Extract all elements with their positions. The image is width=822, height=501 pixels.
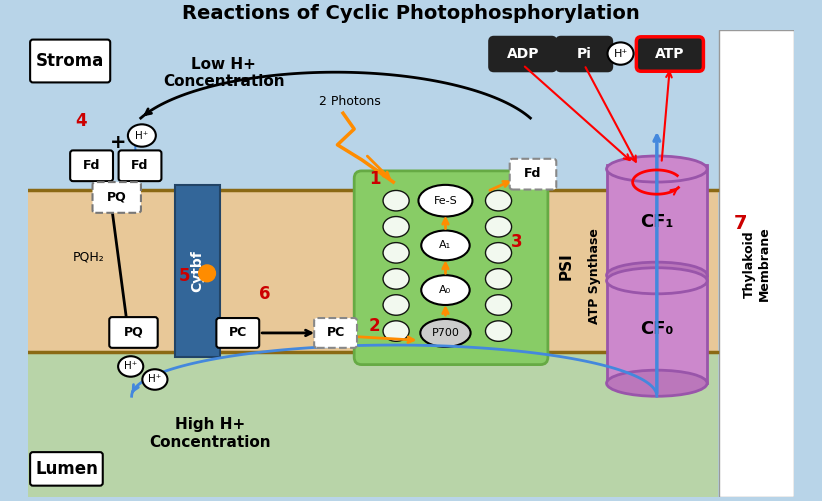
Text: 3: 3 bbox=[510, 233, 522, 252]
Text: A₀: A₀ bbox=[440, 285, 451, 295]
Text: Fd: Fd bbox=[524, 167, 542, 180]
Text: Low H+
Concentration: Low H+ Concentration bbox=[163, 57, 284, 89]
Bar bbox=[607, 165, 707, 275]
Ellipse shape bbox=[118, 356, 143, 377]
Ellipse shape bbox=[383, 216, 409, 237]
Text: 4: 4 bbox=[75, 112, 86, 130]
Text: PQ: PQ bbox=[123, 326, 143, 339]
Ellipse shape bbox=[383, 242, 409, 263]
Ellipse shape bbox=[142, 369, 168, 390]
Ellipse shape bbox=[607, 262, 707, 288]
FancyBboxPatch shape bbox=[93, 182, 141, 213]
Text: ATP Synthase: ATP Synthase bbox=[588, 228, 601, 324]
Bar bbox=[719, 30, 794, 497]
Ellipse shape bbox=[486, 190, 511, 211]
Ellipse shape bbox=[486, 269, 511, 289]
Text: Thylakoid
Membrane: Thylakoid Membrane bbox=[742, 226, 770, 302]
Ellipse shape bbox=[486, 321, 511, 341]
Ellipse shape bbox=[486, 216, 511, 237]
Text: H⁺: H⁺ bbox=[136, 130, 149, 140]
Bar bbox=[28, 353, 718, 497]
Ellipse shape bbox=[607, 370, 707, 396]
Text: Fe-S: Fe-S bbox=[433, 196, 457, 206]
Ellipse shape bbox=[486, 295, 511, 315]
Ellipse shape bbox=[607, 43, 634, 65]
FancyBboxPatch shape bbox=[118, 150, 161, 181]
Text: PSI: PSI bbox=[559, 252, 574, 280]
Text: H⁺: H⁺ bbox=[124, 361, 137, 371]
FancyBboxPatch shape bbox=[556, 37, 612, 71]
Bar bbox=[175, 185, 220, 357]
Ellipse shape bbox=[420, 319, 471, 347]
Text: PC: PC bbox=[326, 327, 344, 340]
Text: Pi: Pi bbox=[577, 47, 592, 61]
FancyBboxPatch shape bbox=[216, 318, 259, 348]
Text: Fd: Fd bbox=[132, 159, 149, 172]
Text: PC: PC bbox=[229, 327, 247, 340]
Text: PQ: PQ bbox=[107, 190, 127, 203]
Text: 5: 5 bbox=[179, 267, 191, 285]
FancyBboxPatch shape bbox=[489, 37, 556, 71]
Text: 7: 7 bbox=[734, 213, 748, 232]
Text: 1: 1 bbox=[369, 170, 381, 188]
Text: 2: 2 bbox=[369, 317, 381, 335]
FancyBboxPatch shape bbox=[314, 318, 357, 348]
Text: ATP: ATP bbox=[655, 47, 685, 61]
Ellipse shape bbox=[421, 275, 469, 305]
Text: 2 Photons: 2 Photons bbox=[319, 95, 381, 108]
Ellipse shape bbox=[607, 156, 707, 182]
FancyBboxPatch shape bbox=[109, 317, 158, 348]
Text: H⁺: H⁺ bbox=[148, 374, 162, 384]
Text: CF₀: CF₀ bbox=[640, 320, 673, 338]
Ellipse shape bbox=[128, 124, 156, 147]
Ellipse shape bbox=[607, 268, 707, 294]
Ellipse shape bbox=[486, 242, 511, 263]
Ellipse shape bbox=[383, 321, 409, 341]
FancyBboxPatch shape bbox=[354, 171, 548, 365]
FancyBboxPatch shape bbox=[30, 452, 103, 485]
Text: H⁺: H⁺ bbox=[613, 49, 628, 59]
FancyBboxPatch shape bbox=[510, 159, 556, 189]
Ellipse shape bbox=[199, 265, 215, 282]
Title: Reactions of Cyclic Photophosphorylation: Reactions of Cyclic Photophosphorylation bbox=[182, 4, 640, 23]
Text: Fd: Fd bbox=[83, 159, 100, 172]
Text: CF₁: CF₁ bbox=[640, 213, 673, 231]
Text: ADP: ADP bbox=[506, 47, 539, 61]
Ellipse shape bbox=[383, 269, 409, 289]
FancyBboxPatch shape bbox=[70, 150, 113, 181]
Text: +: + bbox=[109, 133, 126, 152]
Text: 6: 6 bbox=[259, 286, 270, 304]
Ellipse shape bbox=[418, 185, 473, 216]
Ellipse shape bbox=[383, 190, 409, 211]
Text: Cytbf: Cytbf bbox=[191, 250, 205, 293]
Text: High H+
Concentration: High H+ Concentration bbox=[149, 417, 270, 450]
Text: P700: P700 bbox=[432, 328, 459, 338]
FancyBboxPatch shape bbox=[30, 40, 110, 83]
FancyBboxPatch shape bbox=[636, 37, 704, 71]
Ellipse shape bbox=[421, 230, 469, 261]
Text: Lumen: Lumen bbox=[35, 460, 98, 478]
Text: PQH₂: PQH₂ bbox=[73, 250, 104, 263]
Ellipse shape bbox=[383, 295, 409, 315]
Bar bbox=[607, 277, 707, 383]
Bar bbox=[28, 189, 718, 353]
Text: Stroma: Stroma bbox=[36, 52, 104, 70]
Text: A₁: A₁ bbox=[440, 240, 451, 250]
